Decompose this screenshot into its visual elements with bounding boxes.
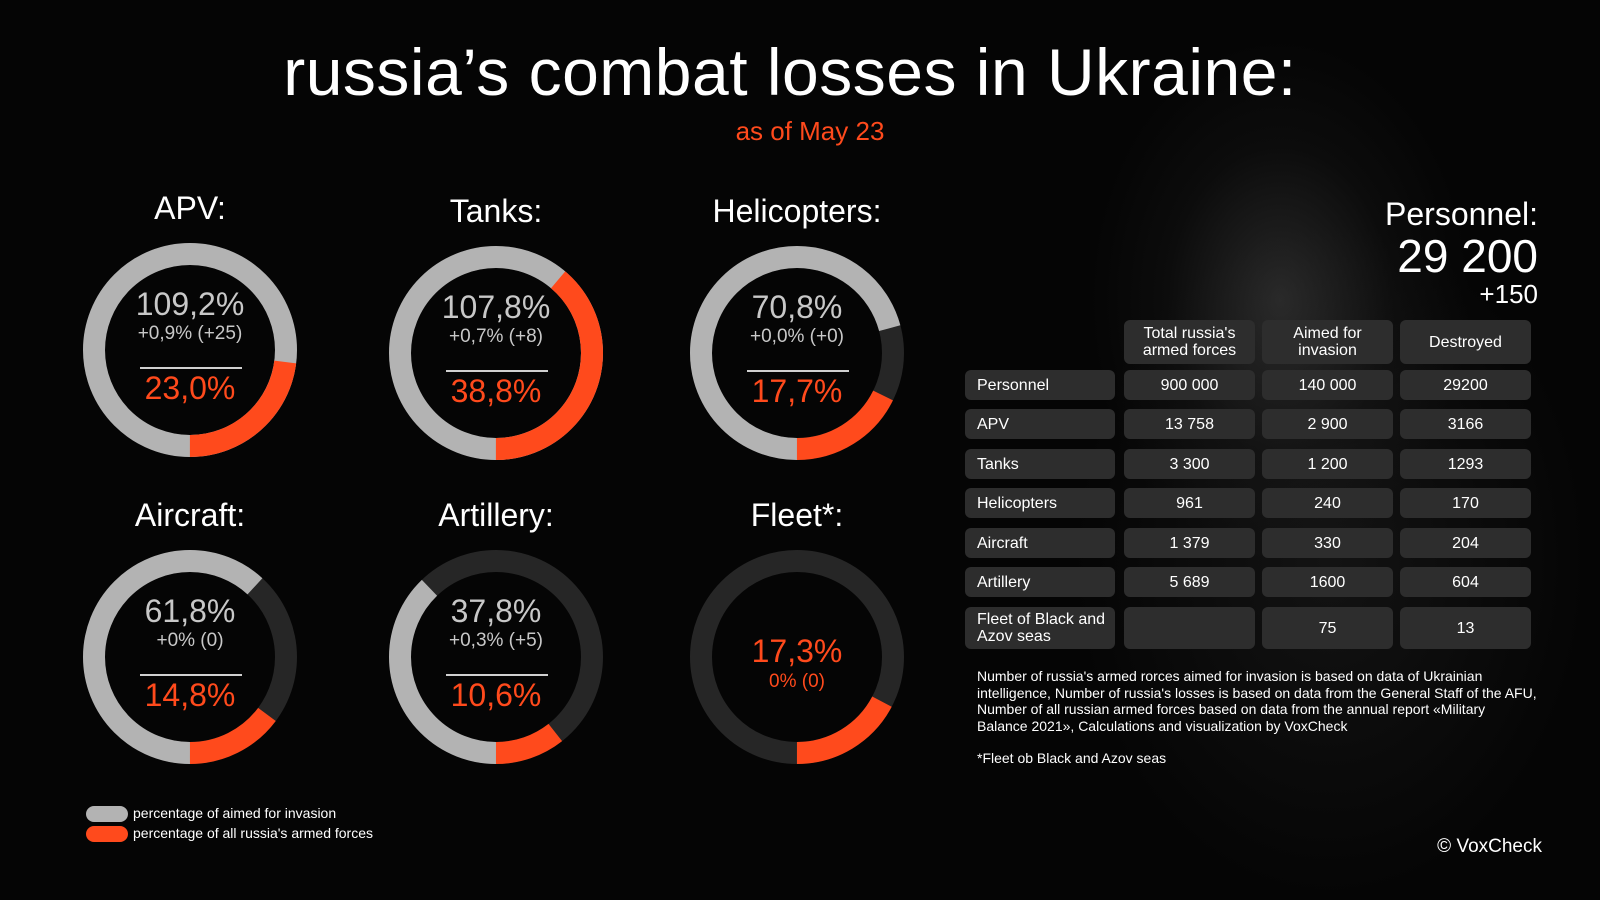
divider xyxy=(446,674,548,676)
chart-title: Tanks: xyxy=(449,193,543,229)
donut-svg xyxy=(690,246,904,460)
all-forces-percentage: 10,6% xyxy=(450,677,542,713)
destroyed-value: 1293 xyxy=(1400,449,1531,479)
total-forces-value: 13 758 xyxy=(1124,409,1255,439)
donut-svg xyxy=(690,550,904,764)
donut-chart: Helicopters: 70,8% +0,0% (+0) 17,7% xyxy=(677,193,917,493)
destroyed-value: 3166 xyxy=(1400,409,1531,439)
total-forces-value: 1 379 xyxy=(1124,528,1255,558)
donut-chart: Artillery: 37,8% +0,3% (+5) 10,6% xyxy=(376,497,616,797)
table-header: Aimed for invasion xyxy=(1262,320,1393,364)
all-forces-ring xyxy=(389,246,603,460)
daily-change: +0% (0) xyxy=(156,630,224,651)
legend-swatch-red xyxy=(86,826,128,842)
chart-title: Aircraft: xyxy=(134,497,246,533)
donut-svg xyxy=(83,243,297,457)
destroyed-value: 170 xyxy=(1400,488,1531,518)
table-header: Destroyed xyxy=(1400,320,1531,364)
source-note: Number of russia's armed rorces aimed fo… xyxy=(977,668,1537,734)
table-header: Total russia's armed forces xyxy=(1124,320,1255,364)
chart-title: Artillery: xyxy=(438,497,554,533)
aimed-percentage: 61,8% xyxy=(144,593,236,629)
divider xyxy=(446,370,548,372)
aimed-value: 240 xyxy=(1262,488,1393,518)
aimed-value: 1 200 xyxy=(1262,449,1393,479)
aimed-value: 1600 xyxy=(1262,567,1393,597)
chart-title: APV: xyxy=(154,190,226,226)
all-forces-percentage: 17,7% xyxy=(751,373,843,409)
credit: © VoxCheck xyxy=(1437,836,1542,857)
row-label: APV xyxy=(965,409,1115,439)
chart-title: Fleet*: xyxy=(750,497,844,533)
all-forces-percentage: 17,3% xyxy=(751,633,843,669)
row-label: Helicopters xyxy=(965,488,1115,518)
aimed-value: 75 xyxy=(1262,607,1393,649)
donut-svg xyxy=(83,550,297,764)
total-forces-value: 900 000 xyxy=(1124,370,1255,400)
destroyed-value: 29200 xyxy=(1400,370,1531,400)
donut-chart: Aircraft: 61,8% +0% (0) 14,8% xyxy=(70,497,310,797)
row-label: Fleet of Black and Azov seas xyxy=(965,607,1115,649)
divider xyxy=(140,367,242,369)
total-forces-value: 961 xyxy=(1124,488,1255,518)
aimed-percentage: 70,8% xyxy=(751,289,843,325)
aimed-value: 330 xyxy=(1262,528,1393,558)
all-forces-percentage: 14,8% xyxy=(144,677,236,713)
aimed-value: 2 900 xyxy=(1262,409,1393,439)
all-forces-percentage: 23,0% xyxy=(144,370,236,406)
donut-svg xyxy=(389,246,603,460)
donut-chart: Tanks: 107,8% +0,7% (+8) 38,8% xyxy=(376,193,616,493)
personnel-delta: +150 xyxy=(1479,279,1538,309)
donut-svg xyxy=(388,550,603,764)
divider xyxy=(140,674,242,676)
daily-change: +0,3% (+5) xyxy=(449,630,543,651)
aimed-percentage: 107,8% xyxy=(441,289,551,325)
all-forces-ring xyxy=(388,550,603,764)
all-forces-ring xyxy=(83,550,297,764)
aimed-percentage: 109,2% xyxy=(135,286,245,322)
daily-change: 0% (0) xyxy=(769,671,825,692)
row-label: Personnel xyxy=(965,370,1115,400)
donut-chart: Fleet*: 0% (0) 17,3% xyxy=(677,497,917,797)
total-forces-value: 5 689 xyxy=(1124,567,1255,597)
destroyed-value: 604 xyxy=(1400,567,1531,597)
destroyed-value: 204 xyxy=(1400,528,1531,558)
donut-chart: APV: 109,2% +0,9% (+25) 23,0% xyxy=(70,190,310,490)
daily-change: +0,0% (+0) xyxy=(750,326,844,347)
personnel-summary: Personnel: 29 200 +150 xyxy=(1385,196,1538,310)
page-title: russia’s combat losses in Ukraine: xyxy=(283,35,1297,109)
legend-swatch-grey xyxy=(86,806,128,822)
row-label: Aircraft xyxy=(965,528,1115,558)
all-forces-ring xyxy=(690,246,904,460)
chart-title: Helicopters: xyxy=(712,193,882,229)
legend-label: percentage of all russia's armed forces xyxy=(133,825,374,841)
row-label: Artillery xyxy=(965,567,1115,597)
all-forces-percentage: 38,8% xyxy=(450,373,542,409)
personnel-label: Personnel: xyxy=(1385,196,1538,232)
total-forces-value xyxy=(1124,607,1255,649)
daily-change: +0,9% (+25) xyxy=(137,323,243,344)
personnel-value: 29 200 xyxy=(1397,230,1538,282)
daily-change: +0,7% (+8) xyxy=(449,326,543,347)
row-label: Tanks xyxy=(965,449,1115,479)
legend-label: percentage of aimed for invasion xyxy=(133,805,337,821)
aimed-percentage: 37,8% xyxy=(450,593,542,629)
divider xyxy=(747,370,849,372)
destroyed-value: 13 xyxy=(1400,607,1531,649)
total-forces-value: 3 300 xyxy=(1124,449,1255,479)
fleet-footnote: *Fleet ob Black and Azov seas xyxy=(977,750,1167,766)
page-subtitle: as of May 23 xyxy=(735,116,885,146)
aimed-value: 140 000 xyxy=(1262,370,1393,400)
